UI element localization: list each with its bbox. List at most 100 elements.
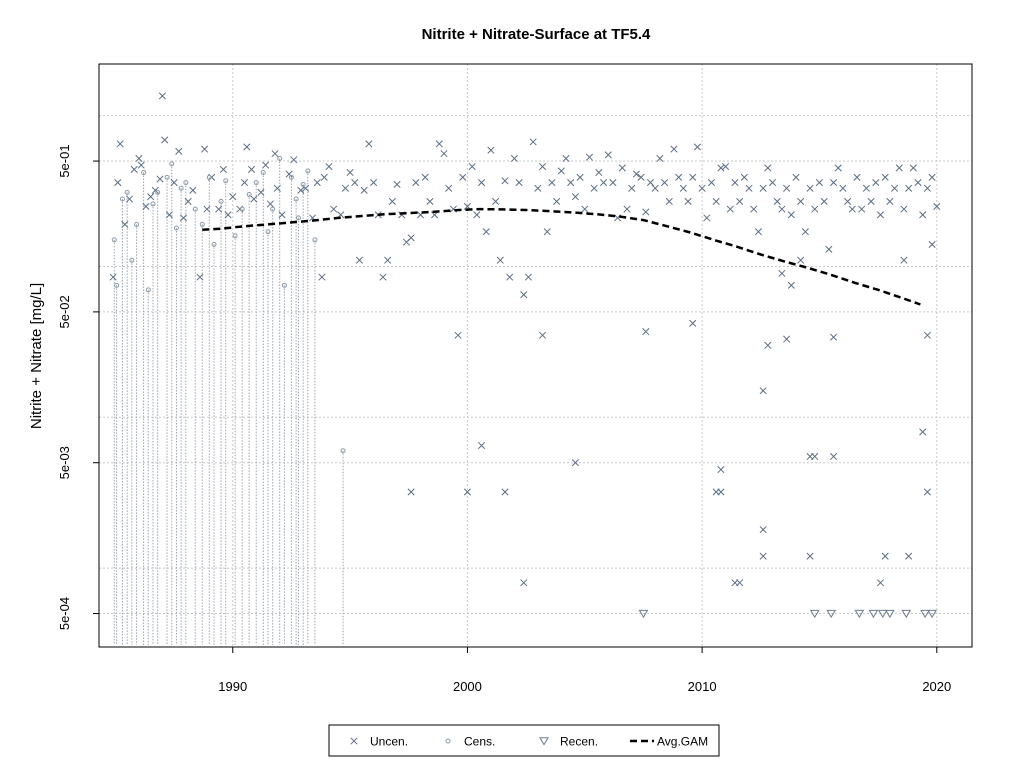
uncensored-point bbox=[792, 173, 800, 181]
uncensored-point bbox=[215, 205, 223, 213]
uncensored-point bbox=[632, 170, 640, 178]
uncensored-point bbox=[900, 205, 908, 213]
censored-point bbox=[288, 174, 294, 180]
uncensored-point bbox=[928, 240, 936, 248]
uncensored-point bbox=[459, 173, 467, 181]
uncensored-point bbox=[262, 161, 270, 169]
uncensored-point bbox=[553, 197, 561, 205]
censored-point bbox=[312, 237, 318, 243]
uncensored-point bbox=[717, 466, 725, 474]
recensored-point bbox=[539, 737, 549, 746]
censored-point bbox=[134, 221, 140, 227]
uncensored-point bbox=[820, 197, 828, 205]
uncensored-point bbox=[440, 150, 448, 158]
uncensored-point bbox=[421, 173, 429, 181]
uncensored-point bbox=[872, 179, 880, 187]
uncensored-point bbox=[759, 184, 767, 192]
recensored-point bbox=[927, 609, 937, 619]
uncensored-point bbox=[571, 459, 579, 467]
uncensored-point bbox=[538, 162, 547, 171]
uncensored-point bbox=[290, 156, 298, 164]
axes: 1990 2000 2010 2020 5e-04 5e-03 5e-02 5e-01 bbox=[57, 144, 951, 694]
uncensored-point bbox=[250, 195, 258, 203]
uncensored-point bbox=[346, 168, 354, 177]
uncensored-point bbox=[393, 180, 401, 188]
uncensored-point bbox=[815, 179, 824, 187]
uncensored-point bbox=[867, 197, 875, 205]
uncensored-point bbox=[116, 140, 124, 148]
uncensored-point bbox=[848, 205, 856, 213]
gridlines bbox=[99, 64, 972, 647]
uncensored-point bbox=[562, 154, 570, 163]
uncensored-point bbox=[445, 184, 453, 192]
uncensored-point bbox=[585, 153, 594, 161]
uncensored-point bbox=[905, 184, 913, 192]
recensored-point bbox=[809, 609, 820, 619]
y-tick-label: 5e-02 bbox=[57, 295, 72, 328]
uncensored-point bbox=[928, 173, 936, 181]
uncensored-point bbox=[492, 197, 500, 205]
uncensored-point bbox=[384, 256, 392, 264]
uncensored-point bbox=[670, 145, 678, 153]
uncensored-point bbox=[919, 428, 927, 436]
uncensored-point bbox=[147, 193, 155, 201]
uncensored-point bbox=[285, 170, 293, 178]
uncensored-point bbox=[175, 147, 183, 155]
uncensored-point bbox=[717, 488, 725, 496]
uncensored-point bbox=[829, 452, 838, 461]
uncensored-point bbox=[151, 186, 159, 194]
uncensored-point bbox=[778, 205, 786, 213]
gam-line-layer bbox=[202, 207, 921, 306]
recensored-point bbox=[884, 609, 895, 619]
x-tick-label: 2010 bbox=[688, 679, 717, 694]
uncensored-point bbox=[825, 245, 833, 253]
censored-point bbox=[119, 196, 125, 202]
uncensored-point bbox=[114, 179, 122, 187]
uncensored-point bbox=[759, 526, 767, 534]
uncensored-point bbox=[829, 179, 838, 187]
censored-point bbox=[141, 169, 147, 175]
uncensored-point bbox=[278, 211, 286, 219]
uncensored-point bbox=[886, 197, 894, 205]
plot-area-border bbox=[98, 63, 973, 648]
uncensored-point bbox=[778, 269, 786, 277]
uncensored-point bbox=[759, 552, 767, 560]
uncensored-point bbox=[933, 202, 941, 211]
censored-point bbox=[145, 287, 151, 293]
uncensored-point bbox=[773, 197, 781, 205]
censored-point bbox=[300, 181, 306, 187]
censored-point bbox=[169, 161, 175, 167]
uncensored-point bbox=[909, 164, 917, 172]
gam-trend-line bbox=[202, 207, 921, 306]
y-tick-label: 5e-03 bbox=[57, 446, 72, 479]
uncensored-point bbox=[891, 184, 899, 192]
uncensored-point bbox=[876, 211, 885, 219]
uncensored-point bbox=[731, 179, 739, 187]
uncensored-point bbox=[806, 552, 814, 560]
censored-point bbox=[232, 233, 238, 239]
uncensored-point bbox=[576, 173, 584, 181]
uncensored-point bbox=[834, 164, 842, 172]
censored-point bbox=[211, 241, 217, 247]
uncensored-point bbox=[313, 179, 321, 187]
recensored-point bbox=[901, 609, 912, 619]
uncensored-point bbox=[571, 193, 579, 201]
uncensored-point bbox=[853, 173, 861, 181]
uncensored-point bbox=[829, 333, 838, 341]
recensored-point bbox=[638, 609, 649, 619]
recensored-point bbox=[854, 609, 865, 619]
legend-label-gam: Avg.GAM bbox=[657, 735, 708, 749]
uncensored-point bbox=[689, 319, 697, 327]
uncensored-point bbox=[707, 179, 716, 187]
uncensored-point bbox=[482, 228, 490, 236]
censored-point bbox=[270, 206, 276, 212]
uncensored-point bbox=[161, 136, 169, 144]
uncensored-point bbox=[923, 488, 931, 496]
uncensored-point bbox=[661, 179, 669, 187]
x-tick-label: 2020 bbox=[922, 679, 951, 694]
uncensored-point bbox=[318, 273, 326, 281]
uncensored-point bbox=[618, 164, 626, 172]
censored-point bbox=[114, 282, 120, 288]
uncensored-point bbox=[590, 184, 598, 192]
censored-point bbox=[173, 225, 179, 231]
